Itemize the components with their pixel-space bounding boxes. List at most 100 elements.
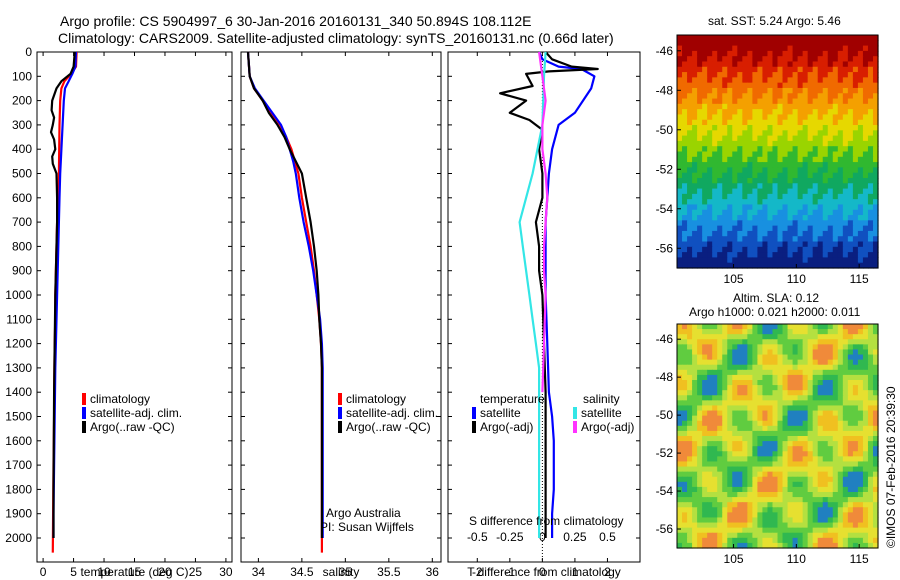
map-cell: [722, 209, 728, 216]
map-cell: [702, 492, 708, 498]
map-cell: [732, 230, 738, 237]
map-cell: [727, 77, 733, 84]
map-cell: [867, 425, 874, 432]
map-cell: [757, 119, 764, 126]
map-cell: [732, 114, 738, 121]
map-cell: [747, 364, 753, 371]
map-cell: [692, 497, 698, 503]
map-cell: [867, 225, 874, 232]
map-cell: [852, 35, 859, 41]
map-cell: [827, 359, 834, 366]
map-cell: [852, 476, 859, 483]
map-cell: [717, 146, 723, 153]
map-cell: [847, 109, 854, 116]
map-cell: [692, 390, 698, 396]
map-cell: [757, 114, 764, 121]
map-cell: [732, 461, 738, 468]
map-cell: [767, 471, 774, 478]
map-cell: [787, 339, 794, 345]
map-cell: [767, 497, 774, 503]
map-cell: [712, 405, 718, 412]
map-cell: [712, 466, 718, 473]
map-cell: [687, 512, 693, 519]
map-cell: [677, 441, 683, 447]
map-cell: [687, 225, 693, 232]
map-cell: [702, 230, 708, 237]
map-cell: [702, 522, 708, 529]
map-cell: [712, 420, 718, 427]
map-cell: [742, 390, 748, 396]
map-cell: [832, 98, 839, 105]
map-cell: [827, 151, 834, 158]
map-cell: [747, 492, 753, 498]
map-cell: [752, 334, 759, 340]
map-cell: [837, 537, 844, 544]
map-cell: [722, 329, 728, 335]
map-cell: [752, 339, 759, 345]
map-cell: [797, 410, 804, 417]
map-cell: [852, 215, 859, 221]
map-cell: [872, 400, 879, 407]
map-cell: [822, 35, 829, 41]
map-cell: [797, 512, 804, 519]
map-cell: [812, 119, 819, 126]
map-cell: [787, 451, 794, 457]
map-cell: [747, 236, 753, 243]
map-cell: [702, 193, 708, 200]
map-cell: [777, 45, 784, 52]
map-cell: [722, 56, 728, 63]
map-cell: [787, 130, 794, 137]
map-cell: [832, 262, 839, 269]
map-cell: [862, 344, 869, 351]
map-cell: [767, 262, 774, 269]
map-cell: [817, 364, 824, 371]
map-cell: [752, 395, 759, 401]
map-cell: [777, 236, 784, 243]
map-cell: [707, 230, 713, 237]
map-cell: [767, 167, 774, 174]
map-cell: [707, 82, 713, 89]
depth-tick-label: 600: [12, 191, 32, 205]
map-cell: [677, 45, 683, 52]
map-cell: [707, 380, 713, 386]
map-cell: [752, 344, 759, 351]
map-cell: [817, 400, 824, 407]
map-cell: [677, 461, 683, 468]
map-cell: [797, 420, 804, 427]
map-cell: [782, 230, 789, 237]
map-cell: [767, 395, 774, 401]
map-cell: [807, 492, 814, 498]
map-cell: [692, 380, 698, 386]
map-cell: [677, 436, 683, 442]
map-cell: [772, 461, 779, 468]
map-cell: [787, 66, 794, 73]
map-cell: [782, 369, 789, 376]
map-cell: [802, 415, 809, 422]
map-cell: [842, 188, 849, 195]
map-cell: [712, 204, 718, 211]
map-cell: [807, 542, 814, 549]
map-cell: [812, 72, 819, 78]
map-cell: [737, 339, 743, 345]
map-cell: [677, 329, 683, 335]
map-cell: [837, 542, 844, 549]
map-cell: [787, 410, 794, 417]
map-cell: [862, 481, 869, 488]
map-cell: [867, 385, 874, 391]
map-cell: [787, 40, 794, 47]
map-cell: [682, 339, 688, 345]
map-cell: [857, 410, 864, 417]
map-cell: [762, 349, 769, 356]
map-cell: [837, 324, 844, 330]
map-cell: [722, 476, 728, 483]
map-cell: [797, 87, 804, 94]
map-cell: [752, 236, 759, 243]
map-cell: [842, 380, 849, 386]
map-cell: [712, 135, 718, 142]
map-cell: [712, 241, 718, 248]
map-cell: [677, 420, 683, 427]
map-cell: [742, 236, 748, 243]
map-cell: [727, 87, 733, 94]
map-cell: [837, 162, 844, 168]
map-cell: [867, 61, 874, 68]
